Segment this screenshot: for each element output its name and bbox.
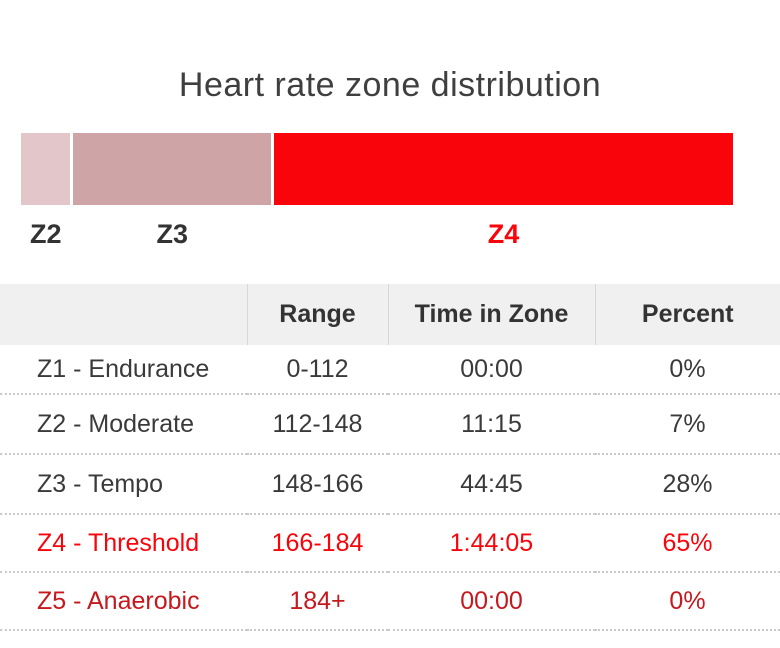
zone-cell: Z5 - Anaerobic	[37, 586, 200, 615]
percent-cell: 65%	[662, 528, 713, 557]
bar-segment-z2	[21, 133, 71, 205]
table-row-z5: Z5 - Anaerobic 184+ 00:00 0%	[0, 572, 780, 630]
header-zone-spacer	[0, 284, 247, 345]
zone-cell: Z1 - Endurance	[37, 354, 210, 383]
range-cell: 112-148	[272, 409, 363, 438]
time-cell: 11:15	[461, 409, 522, 438]
header-percent: Percent	[594, 284, 780, 345]
header-time-in-zone: Time in Zone	[387, 284, 595, 345]
zone-cell: Z3 - Tempo	[37, 469, 163, 498]
zone-table: Range Time in Zone Percent Z1 - Enduranc…	[0, 284, 780, 631]
table-row-z4: Z4 - Threshold 166-184 1:44:05 65%	[0, 514, 780, 572]
table-row-z2: Z2 - Moderate 112-148 11:15 7%	[0, 394, 780, 454]
time-cell: 00:00	[460, 354, 523, 383]
time-cell: 00:00	[460, 586, 523, 615]
percent-cell: 0%	[669, 586, 706, 615]
zone-cell: Z2 - Moderate	[37, 409, 195, 438]
percent-cell: 0%	[669, 354, 706, 383]
table-row-z3: Z3 - Tempo 148-166 44:45 28%	[0, 454, 780, 514]
time-cell: 1:44:05	[449, 528, 534, 557]
range-cell: 184+	[289, 586, 346, 615]
percent-cell: 28%	[662, 469, 713, 498]
table-header-row: Range Time in Zone Percent	[0, 284, 780, 345]
bar-label-z3: Z3	[156, 219, 189, 249]
percent-cell: 7%	[669, 409, 706, 438]
bar-label-z2: Z2	[29, 219, 62, 249]
header-range: Range	[246, 284, 388, 345]
bar-label-z4: Z4	[487, 219, 520, 249]
bar-segment-z4	[274, 133, 733, 205]
range-cell: 0-112	[286, 354, 349, 383]
page-title: Heart rate zone distribution	[178, 66, 602, 104]
range-cell: 148-166	[271, 469, 364, 498]
hr-zone-bar-labels: Z2 Z3 Z4	[0, 221, 780, 248]
hr-zone-bar	[21, 133, 733, 205]
zone-cell: Z4 - Threshold	[37, 528, 200, 557]
time-cell: 44:45	[460, 469, 523, 498]
bar-segment-z3	[73, 133, 272, 205]
table-row-z1: Z1 - Endurance 0-112 00:00 0%	[0, 345, 780, 394]
range-cell: 166-184	[271, 528, 364, 557]
